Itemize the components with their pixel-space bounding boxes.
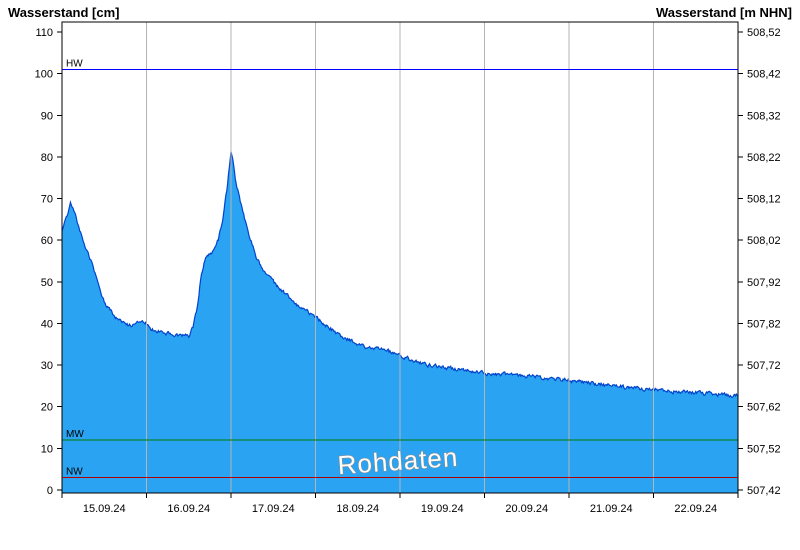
left-tick-label: 90: [41, 110, 53, 122]
date-label: 16.09.24: [167, 503, 210, 515]
left-tick-label: 100: [35, 69, 53, 81]
ref-line-label-mw: MW: [66, 429, 84, 440]
left-tick-label: 20: [41, 402, 53, 414]
ref-line-label-nw: NW: [66, 467, 83, 478]
right-tick-label: 507,92: [747, 277, 781, 289]
right-tick-label: 507,72: [747, 360, 781, 372]
right-tick-label: 507,62: [747, 402, 781, 414]
left-tick-label: 0: [47, 485, 53, 497]
plot-frame: [61, 21, 739, 494]
left-tick-label: 80: [41, 152, 53, 164]
right-axis-title: Wasserstand [m NHN]: [655, 5, 792, 20]
left-tick-label: 10: [41, 443, 53, 455]
left-axis-title: Wasserstand [cm]: [8, 5, 120, 20]
left-tick-label: 40: [41, 318, 53, 330]
left-tick-label: 30: [41, 360, 53, 372]
left-tick-label: 50: [41, 277, 53, 289]
right-tick-label: 508,02: [747, 235, 781, 247]
right-tick-label: 508,42: [747, 69, 781, 81]
date-label: 21.09.24: [590, 503, 633, 515]
right-tick-label: 507,82: [747, 318, 781, 330]
right-tick-label: 507,52: [747, 443, 781, 455]
date-label: 19.09.24: [421, 503, 464, 515]
right-tick-label: 508,52: [747, 27, 781, 39]
date-label: 15.09.24: [83, 503, 126, 515]
right-tick-label: 508,22: [747, 152, 781, 164]
date-label: 20.09.24: [505, 503, 548, 515]
left-tick-label: 110: [35, 27, 53, 39]
right-tick-label: 508,12: [747, 194, 781, 206]
right-tick-label: 508,32: [747, 110, 781, 122]
right-tick-label: 507,42: [747, 485, 781, 497]
date-label: 17.09.24: [252, 503, 295, 515]
date-label: 18.09.24: [336, 503, 379, 515]
left-tick-label: 60: [41, 235, 53, 247]
date-label: 22.09.24: [674, 503, 717, 515]
left-tick-label: 70: [41, 194, 53, 206]
ref-line-label-hw: HW: [66, 58, 83, 69]
